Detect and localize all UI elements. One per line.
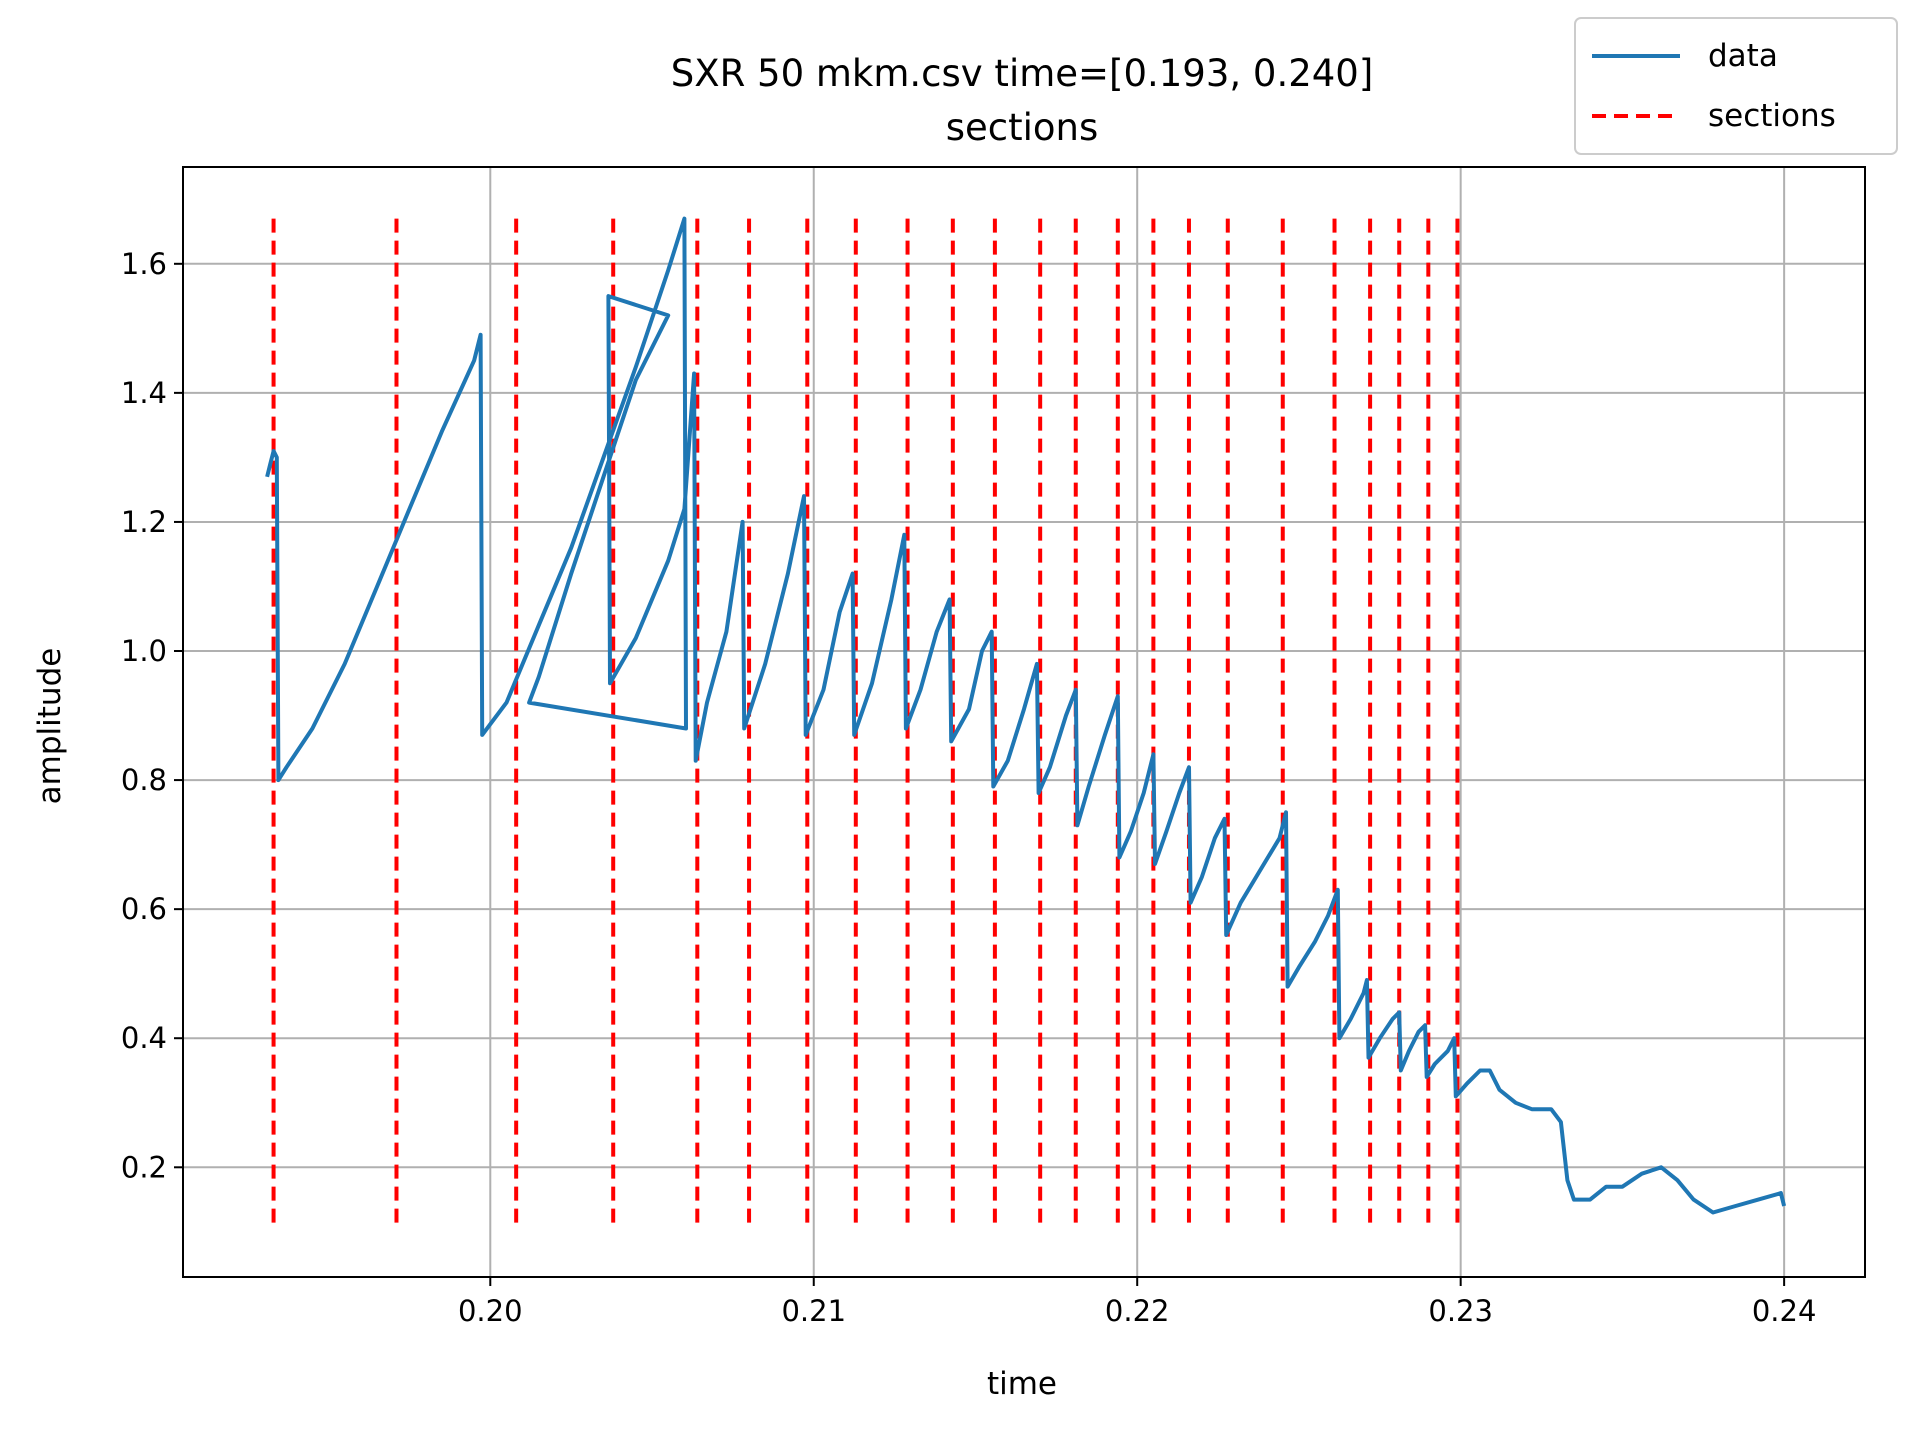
x-axis-ticks: 0.20 0.21 0.22 0.23 0.24 [458,1277,1816,1328]
y-tick-label: 1.0 [121,634,167,668]
x-tick-label: 0.22 [1105,1294,1170,1328]
y-axis-title: amplitude [32,648,68,805]
legend-data-label: data [1708,38,1778,74]
x-tick-label: 0.24 [1752,1294,1817,1328]
chart-title: SXR 50 mkm.csv time=[0.193, 0.240] [671,52,1374,95]
x-tick-label: 0.23 [1428,1294,1493,1328]
y-tick-label: 0.4 [121,1021,167,1055]
data-series [265,216,1787,1215]
legend: data sections [1574,17,1898,155]
plot-frame [182,166,1866,1278]
y-axis-ticks: 0.2 0.4 0.6 0.8 1.0 1.2 1.4 1.6 [121,247,183,1184]
y-tick-label: 0.2 [121,1150,167,1184]
x-axis-title: time [987,1366,1057,1402]
y-tick-label: 0.8 [121,763,167,797]
y-tick-label: 0.6 [121,892,167,926]
y-tick-label: 1.4 [121,376,167,410]
y-tick-label: 1.2 [121,505,167,539]
x-tick-label: 0.20 [458,1294,523,1328]
data-line [265,216,1787,1215]
grid [183,167,1865,1277]
y-tick-label: 1.6 [121,247,167,281]
chart-subtitle: sections [946,106,1099,149]
legend-sections-label: sections [1708,98,1836,134]
x-tick-label: 0.21 [781,1294,846,1328]
legend-box [1574,17,1898,155]
